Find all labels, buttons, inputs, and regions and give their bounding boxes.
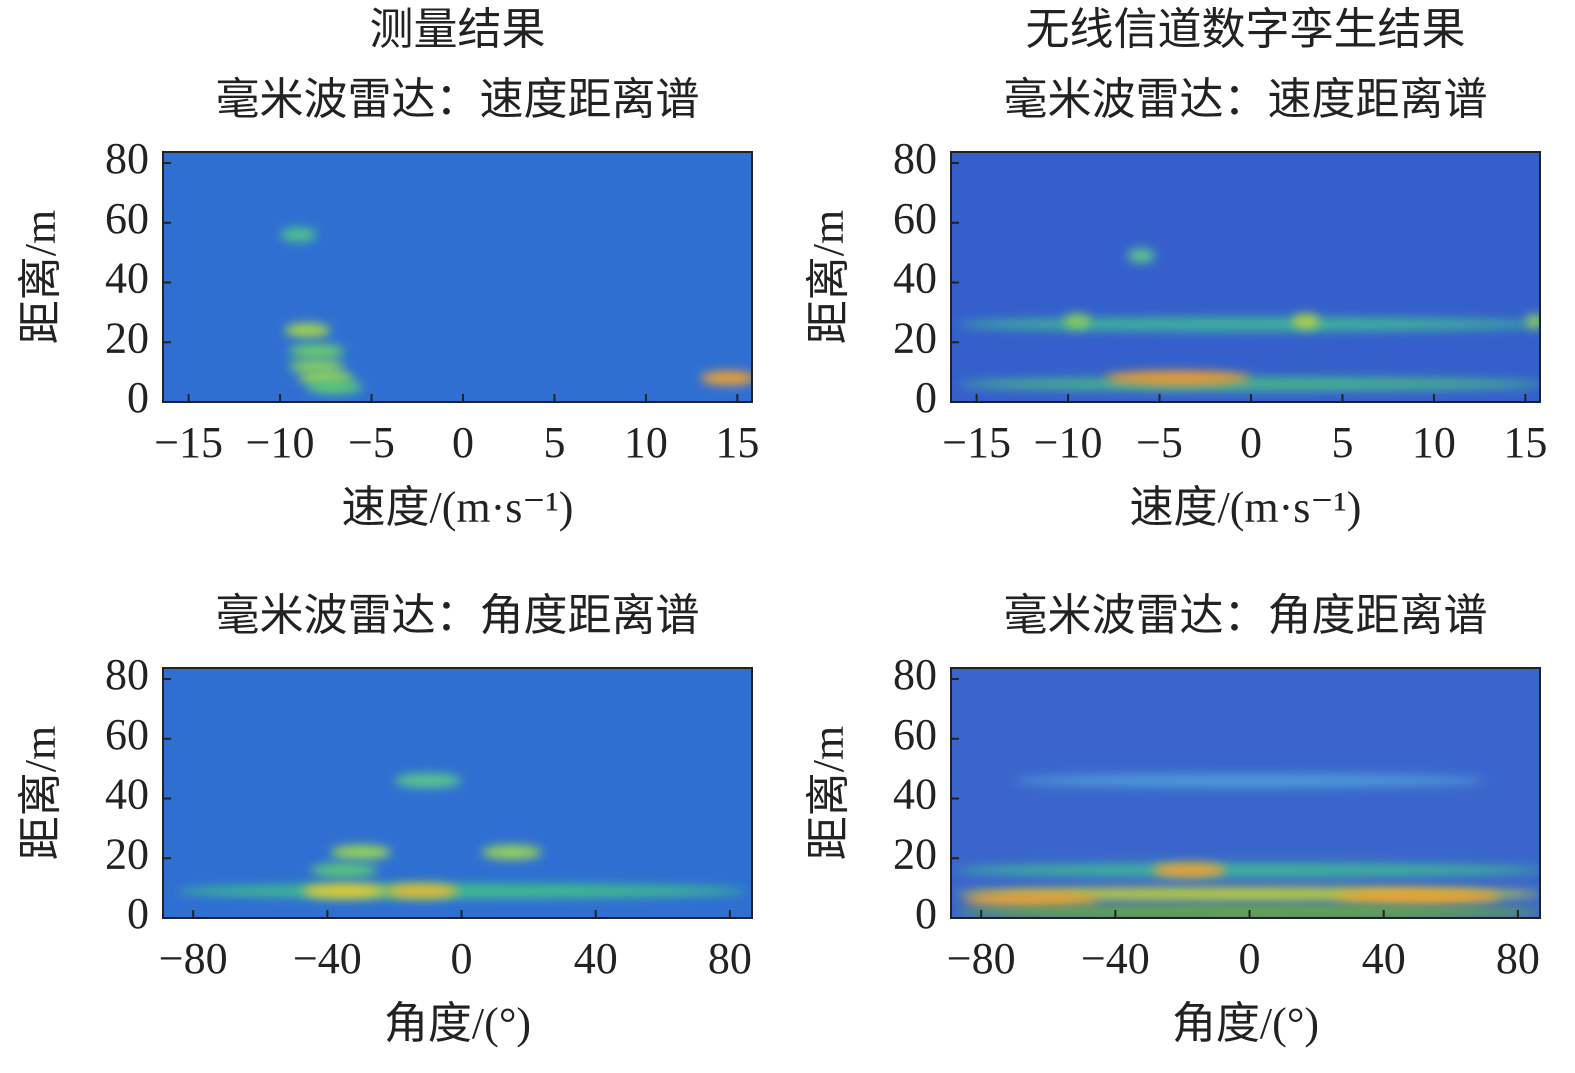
y-tick-label: 0 [127,373,149,422]
heat-peak [1127,248,1155,263]
y-axis-label: 距离/m [16,210,65,344]
x-axis-label: 速度/(m·s⁻¹) [342,483,574,532]
y-tick-label: 60 [893,710,937,759]
y-tick-label: 40 [105,770,149,819]
heatmap-background [163,152,752,402]
x-tick-label: −10 [1034,418,1103,467]
x-axis-label: 角度/(°) [384,999,531,1048]
chart-title: 毫米波雷达：角度距离谱 [216,591,700,640]
heat-peak [1333,890,1502,905]
x-tick-label: 10 [624,418,668,467]
y-axis-label: 距离/m [804,726,853,860]
y-tick-label: 0 [915,889,937,938]
x-axis-label: 速度/(m·s⁻¹) [1130,483,1362,532]
heat-peak [176,884,747,899]
heat-peak [1014,773,1485,788]
y-axis-label: 距离/m [16,726,65,860]
x-tick-label: 0 [452,418,474,467]
heatmap-background [163,668,752,918]
heat-peak [394,773,462,788]
y-tick-label: 40 [105,254,149,303]
x-tick-label: −80 [947,934,1016,983]
x-tick-label: 15 [715,418,759,467]
y-tick-label: 40 [893,770,937,819]
heat-peak [956,905,1540,918]
y-tick-label: 0 [127,889,149,938]
heat-peak [307,380,363,395]
heat-peak [289,359,345,374]
heat-peak [700,371,752,386]
x-tick-label: 15 [1503,418,1547,467]
y-tick-label: 0 [915,373,937,422]
heat-peak [330,845,392,860]
y-tick-label: 20 [105,829,149,878]
x-tick-label: −80 [159,934,228,983]
y-tick-label: 60 [105,194,149,243]
y-tick-label: 80 [105,134,149,183]
x-tick-label: 80 [708,934,752,983]
heatmap-cells [176,773,747,899]
heat-peak [1525,314,1540,329]
y-tick-label: 80 [893,134,937,183]
x-tick-label: 80 [1496,934,1540,983]
x-tick-label: −40 [293,934,362,983]
x-tick-label: 0 [1239,934,1261,983]
plot-frame [162,151,753,403]
x-tick-label: 5 [1331,418,1353,467]
group-title: 测量结果 [370,5,546,54]
heatmap-cells [958,248,1540,392]
heat-peak [958,317,1540,332]
heat-peak [1104,371,1251,386]
chart-title: 毫米波雷达：速度距离谱 [1004,75,1488,124]
x-tick-label: −15 [154,418,223,467]
heat-peak [384,884,459,899]
x-tick-label: −5 [1136,418,1183,467]
x-tick-label: −5 [348,418,395,467]
plot-frame [950,151,1541,403]
x-tick-label: −40 [1081,934,1150,983]
heat-peak [1292,314,1320,329]
heatmap-background [951,668,1540,918]
y-tick-label: 60 [105,710,149,759]
y-tick-label: 40 [893,254,937,303]
x-tick-label: 40 [1362,934,1406,983]
chart-title: 毫米波雷达：速度距离谱 [216,75,700,124]
heat-peak [284,323,331,338]
y-axis-label: 距离/m [804,210,853,344]
x-axis-label: 角度/(°) [1172,999,1319,1048]
x-tick-label: 5 [543,418,565,467]
chart-title: 毫米波雷达：角度距离谱 [1004,591,1488,640]
x-tick-label: −15 [942,418,1011,467]
y-tick-label: 60 [893,194,937,243]
group-title: 无线信道数字孪生结果 [1026,5,1466,54]
y-tick-label: 20 [893,829,937,878]
heat-peak [310,863,378,878]
y-tick-label: 20 [105,313,149,362]
heatmap-background [951,152,1540,402]
heat-peak [1063,314,1091,329]
heatmap-cells [956,773,1540,918]
heat-peak [302,884,387,899]
plot-frame [950,667,1541,919]
plot-frame [162,667,753,919]
y-tick-label: 80 [105,650,149,699]
heat-peak [964,893,1099,908]
x-tick-label: 0 [1240,418,1262,467]
heatmap-cells [280,227,752,395]
heat-peak [1152,863,1227,878]
heat-peak [481,845,543,860]
heat-peak [956,863,1540,878]
x-tick-label: −10 [246,418,315,467]
x-tick-label: 10 [1412,418,1456,467]
heat-peak [280,227,317,242]
y-tick-label: 80 [893,650,937,699]
heat-peak [289,344,345,359]
y-tick-label: 20 [893,313,937,362]
x-tick-label: 0 [451,934,473,983]
heat-peak [958,377,1540,392]
x-tick-label: 40 [574,934,618,983]
